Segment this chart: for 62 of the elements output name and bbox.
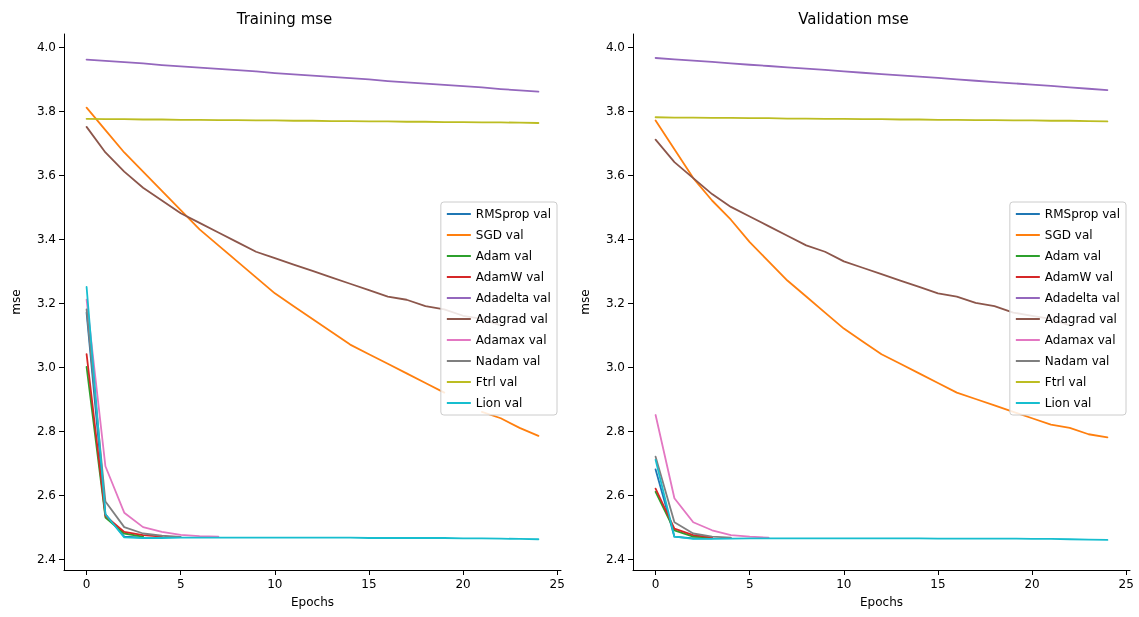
legend-label: RMSprop val [1044,207,1121,221]
y-axis-title: mse [9,289,23,315]
legend-label: Adamax val [1044,333,1116,347]
y-axis-title: mse [578,289,592,315]
y-tick-label: 3.4 [36,231,56,246]
x-axis-title: Epochs [860,595,903,609]
legend-label: SGD val [475,228,524,242]
chart-title: Validation mse [798,9,909,28]
x-tick-label: 25 [549,577,565,591]
line-series [85,353,163,538]
y-tick-label: 3.4 [605,231,625,246]
chart-title: Training mse [235,9,333,28]
legend-label: Ftrl val [1044,375,1087,389]
legend-label: AdamW val [475,270,544,284]
y-tick-label: 3.8 [36,103,56,118]
legend-label: Adagrad val [475,312,548,326]
line-series [654,458,1109,541]
y-tick-label: 3.2 [605,295,625,310]
legend-label: Nadam val [1044,354,1110,368]
legend-label: RMSprop val [475,207,552,221]
legend-label: Adadelta val [475,291,551,305]
legend-label: Lion val [475,396,523,410]
legend-label: SGD val [1044,228,1093,242]
y-tick-label: 4.0 [605,39,625,54]
x-axis-title: Epochs [291,595,334,609]
y-tick-label: 3.0 [605,360,625,374]
y-tick-label: 2.4 [605,552,625,567]
legend-label: Lion val [1044,396,1092,410]
x-tick-label: 0 [82,577,91,591]
x-tick-label: 0 [651,577,660,591]
x-tick-label: 10 [267,577,283,591]
line-series [85,58,540,93]
x-tick-label: 20 [455,577,471,591]
x-tick-label: 5 [176,577,185,591]
legend-label: Adam val [475,249,533,263]
y-tick-label: 3.2 [36,295,56,310]
legend-label: Ftrl val [475,375,518,389]
y-tick-label: 4.0 [36,39,56,54]
legend-label: Nadam val [475,354,541,368]
x-tick-label: 25 [1118,577,1134,591]
y-tick-label: 2.8 [36,424,56,439]
y-tick-label: 3.6 [36,167,56,182]
line-series [85,366,144,538]
y-tick-label: 3.6 [605,167,625,182]
y-tick-label: 2.6 [605,488,625,503]
legend-label: Adadelta val [1044,291,1120,305]
y-tick-label: 3.0 [36,360,56,374]
legend-label: AdamW val [1044,270,1113,284]
x-tick-label: 5 [745,577,754,591]
legend-label: Adam val [1044,249,1102,263]
legend-label: Adamax val [475,333,547,347]
y-tick-label: 2.6 [36,488,56,503]
y-tick-label: 3.8 [605,103,625,118]
y-tick-label: 2.8 [605,424,625,439]
x-tick-label: 15 [361,577,377,591]
x-tick-label: 15 [930,577,946,591]
y-tick-label: 2.4 [36,552,56,567]
x-tick-label: 10 [836,577,852,591]
x-tick-label: 20 [1024,577,1040,591]
legend-label: Adagrad val [1044,312,1117,326]
line-series [654,455,732,539]
line-series [654,57,1109,91]
